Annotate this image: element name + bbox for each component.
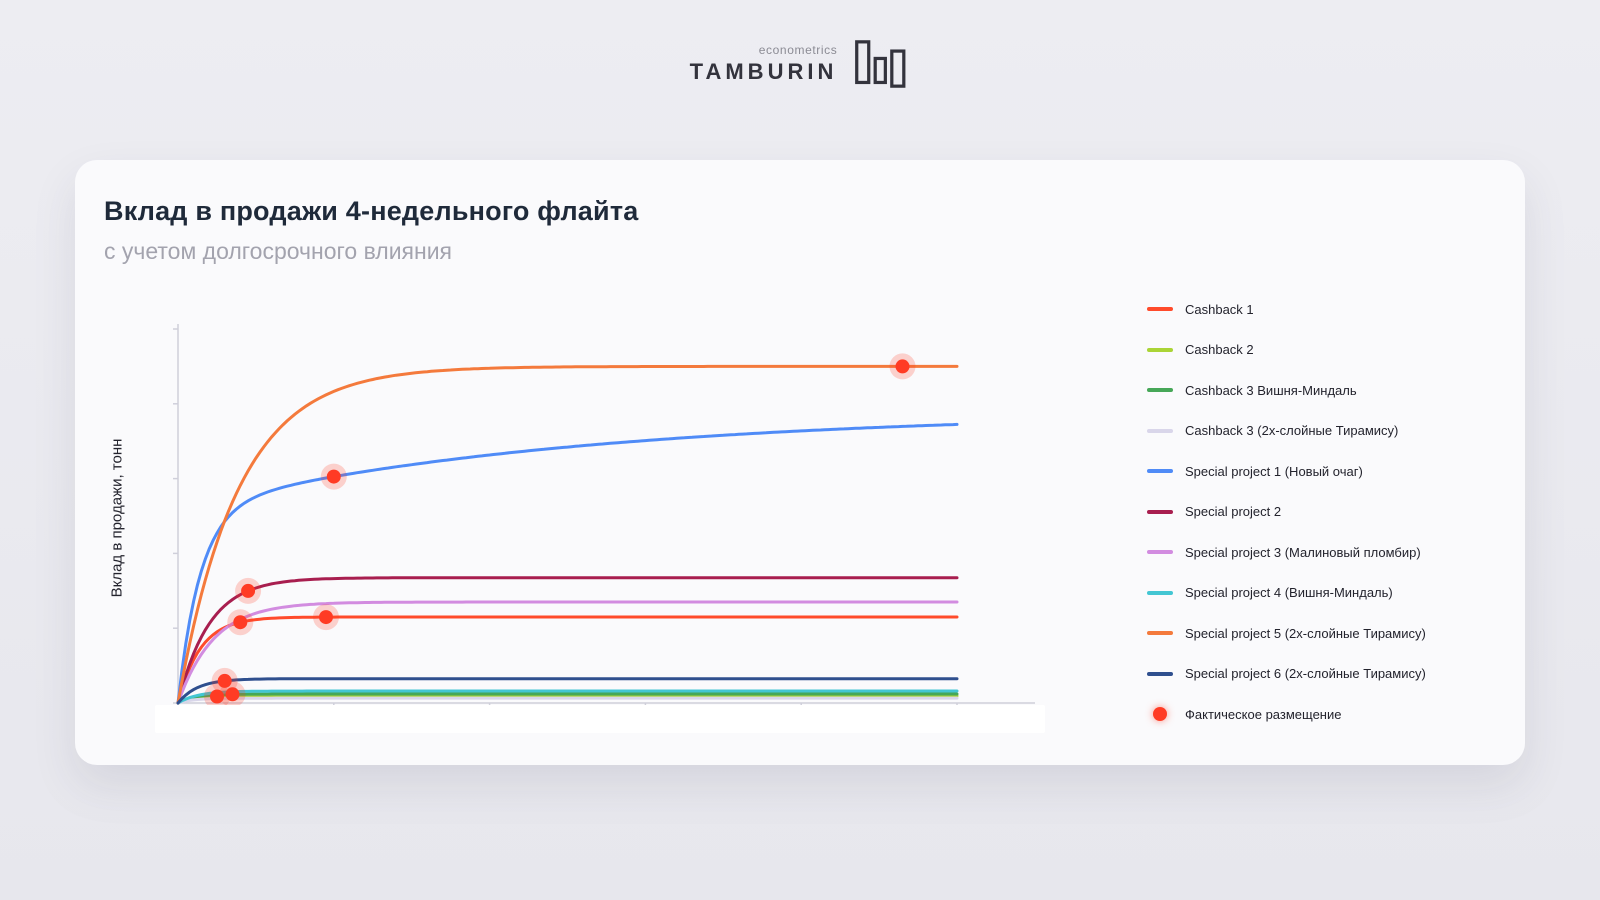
- placement-marker: [241, 583, 256, 598]
- placement-marker: [326, 469, 341, 484]
- legend-line-icon: [1147, 671, 1173, 676]
- page-title: Вклад в продажи 4-недельного флайта: [104, 196, 639, 226]
- legend-item[interactable]: Special project 3 (Малиновый пломбир): [1147, 541, 1426, 563]
- legend-line-icon: [1147, 469, 1173, 473]
- placement-dot-icon: [1147, 707, 1173, 721]
- legend-label: Cashback 2: [1185, 342, 1254, 357]
- placement-marker: [233, 615, 248, 630]
- legend-label: Special project 4 (Вишня-Миндаль): [1185, 585, 1393, 600]
- series-line-4: [176, 422, 959, 705]
- series-line-3: [176, 696, 959, 705]
- legend-label: Special project 2: [1185, 504, 1282, 519]
- series-line-0: [176, 615, 959, 705]
- logo: econometrics TAMBURIN: [690, 40, 911, 88]
- legend-item[interactable]: Special project 6 (2х-слойные Тирамису): [1147, 663, 1426, 685]
- x-axis-mask: [155, 705, 1045, 733]
- legend-line-icon: [1147, 347, 1173, 352]
- legend-line-icon: [1147, 590, 1173, 595]
- series-line-9: [176, 677, 959, 705]
- chart-card: Вклад в продажи 4-недельного флайта с уч…: [75, 160, 1525, 765]
- legend-label: Special project 5 (2х-слойные Тирамису): [1185, 625, 1426, 641]
- legend-item[interactable]: Special project 2: [1147, 501, 1426, 523]
- placement-marker: [319, 610, 333, 625]
- legend-label: Cashback 3 (2х-слойные Тирамису): [1185, 423, 1399, 438]
- legend-item[interactable]: Cashback 2: [1147, 339, 1426, 361]
- series-line-1: [176, 694, 959, 705]
- legend-item[interactable]: Cashback 1: [1147, 298, 1426, 320]
- placement-marker: [225, 687, 240, 702]
- page-subtitle: с учетом долгосрочного влияния: [104, 238, 453, 264]
- legend-line-icon: [1147, 428, 1173, 433]
- logo-econometrics-label: econometrics: [758, 43, 838, 57]
- legend-item[interactable]: Special project 1 (Новый очаг): [1147, 460, 1426, 482]
- placement-marker: [895, 359, 910, 374]
- series-line-8: [176, 364, 959, 705]
- legend-item[interactable]: Special project 5 (2х-слойные Тирамису): [1147, 622, 1426, 644]
- legend-line-icon: [1147, 307, 1173, 311]
- legend-line-icon: [1147, 388, 1173, 392]
- logo-bars-icon: [854, 40, 906, 88]
- placement-marker: [217, 673, 232, 688]
- legend-item[interactable]: Special project 4 (Вишня-Миндаль): [1147, 582, 1426, 604]
- legend-label: Cashback 3 Вишня-Миндаль: [1185, 382, 1357, 398]
- legend-item-marker[interactable]: Фактическое размещение: [1147, 703, 1426, 725]
- legend-label: Special project 1 (Новый очаг): [1185, 463, 1363, 479]
- legend-line-icon: [1147, 631, 1173, 635]
- legend-line-icon: [1147, 509, 1173, 514]
- legend-item[interactable]: Cashback 3 Вишня-Миндаль: [1147, 379, 1426, 401]
- line-chart: [173, 324, 1035, 710]
- logo-brand-label: TAMBURIN: [689, 59, 838, 84]
- legend-label: Special project 6 (2х-слойные Тирамису): [1185, 666, 1426, 681]
- legend-label: Cashback 1: [1185, 301, 1254, 317]
- series-line-6: [176, 600, 959, 705]
- legend: Cashback 1 Cashback 2 Cashback 3 Вишня-Мин…: [1147, 298, 1426, 725]
- legend-label: Special project 3 (Малиновый пломбир): [1185, 544, 1421, 560]
- y-axis-label: Вклад в продажи, тонн: [108, 438, 126, 598]
- legend-item[interactable]: Cashback 3 (2х-слойные Тирамису): [1147, 420, 1426, 442]
- series-line-5: [176, 576, 959, 705]
- legend-line-icon: [1147, 550, 1173, 554]
- legend-label: Фактическое размещение: [1185, 706, 1342, 722]
- series-line-2: [176, 692, 959, 705]
- series-line-7: [176, 689, 959, 705]
- logo-text: econometrics TAMBURIN: [690, 43, 838, 85]
- placement-marker: [210, 689, 224, 704]
